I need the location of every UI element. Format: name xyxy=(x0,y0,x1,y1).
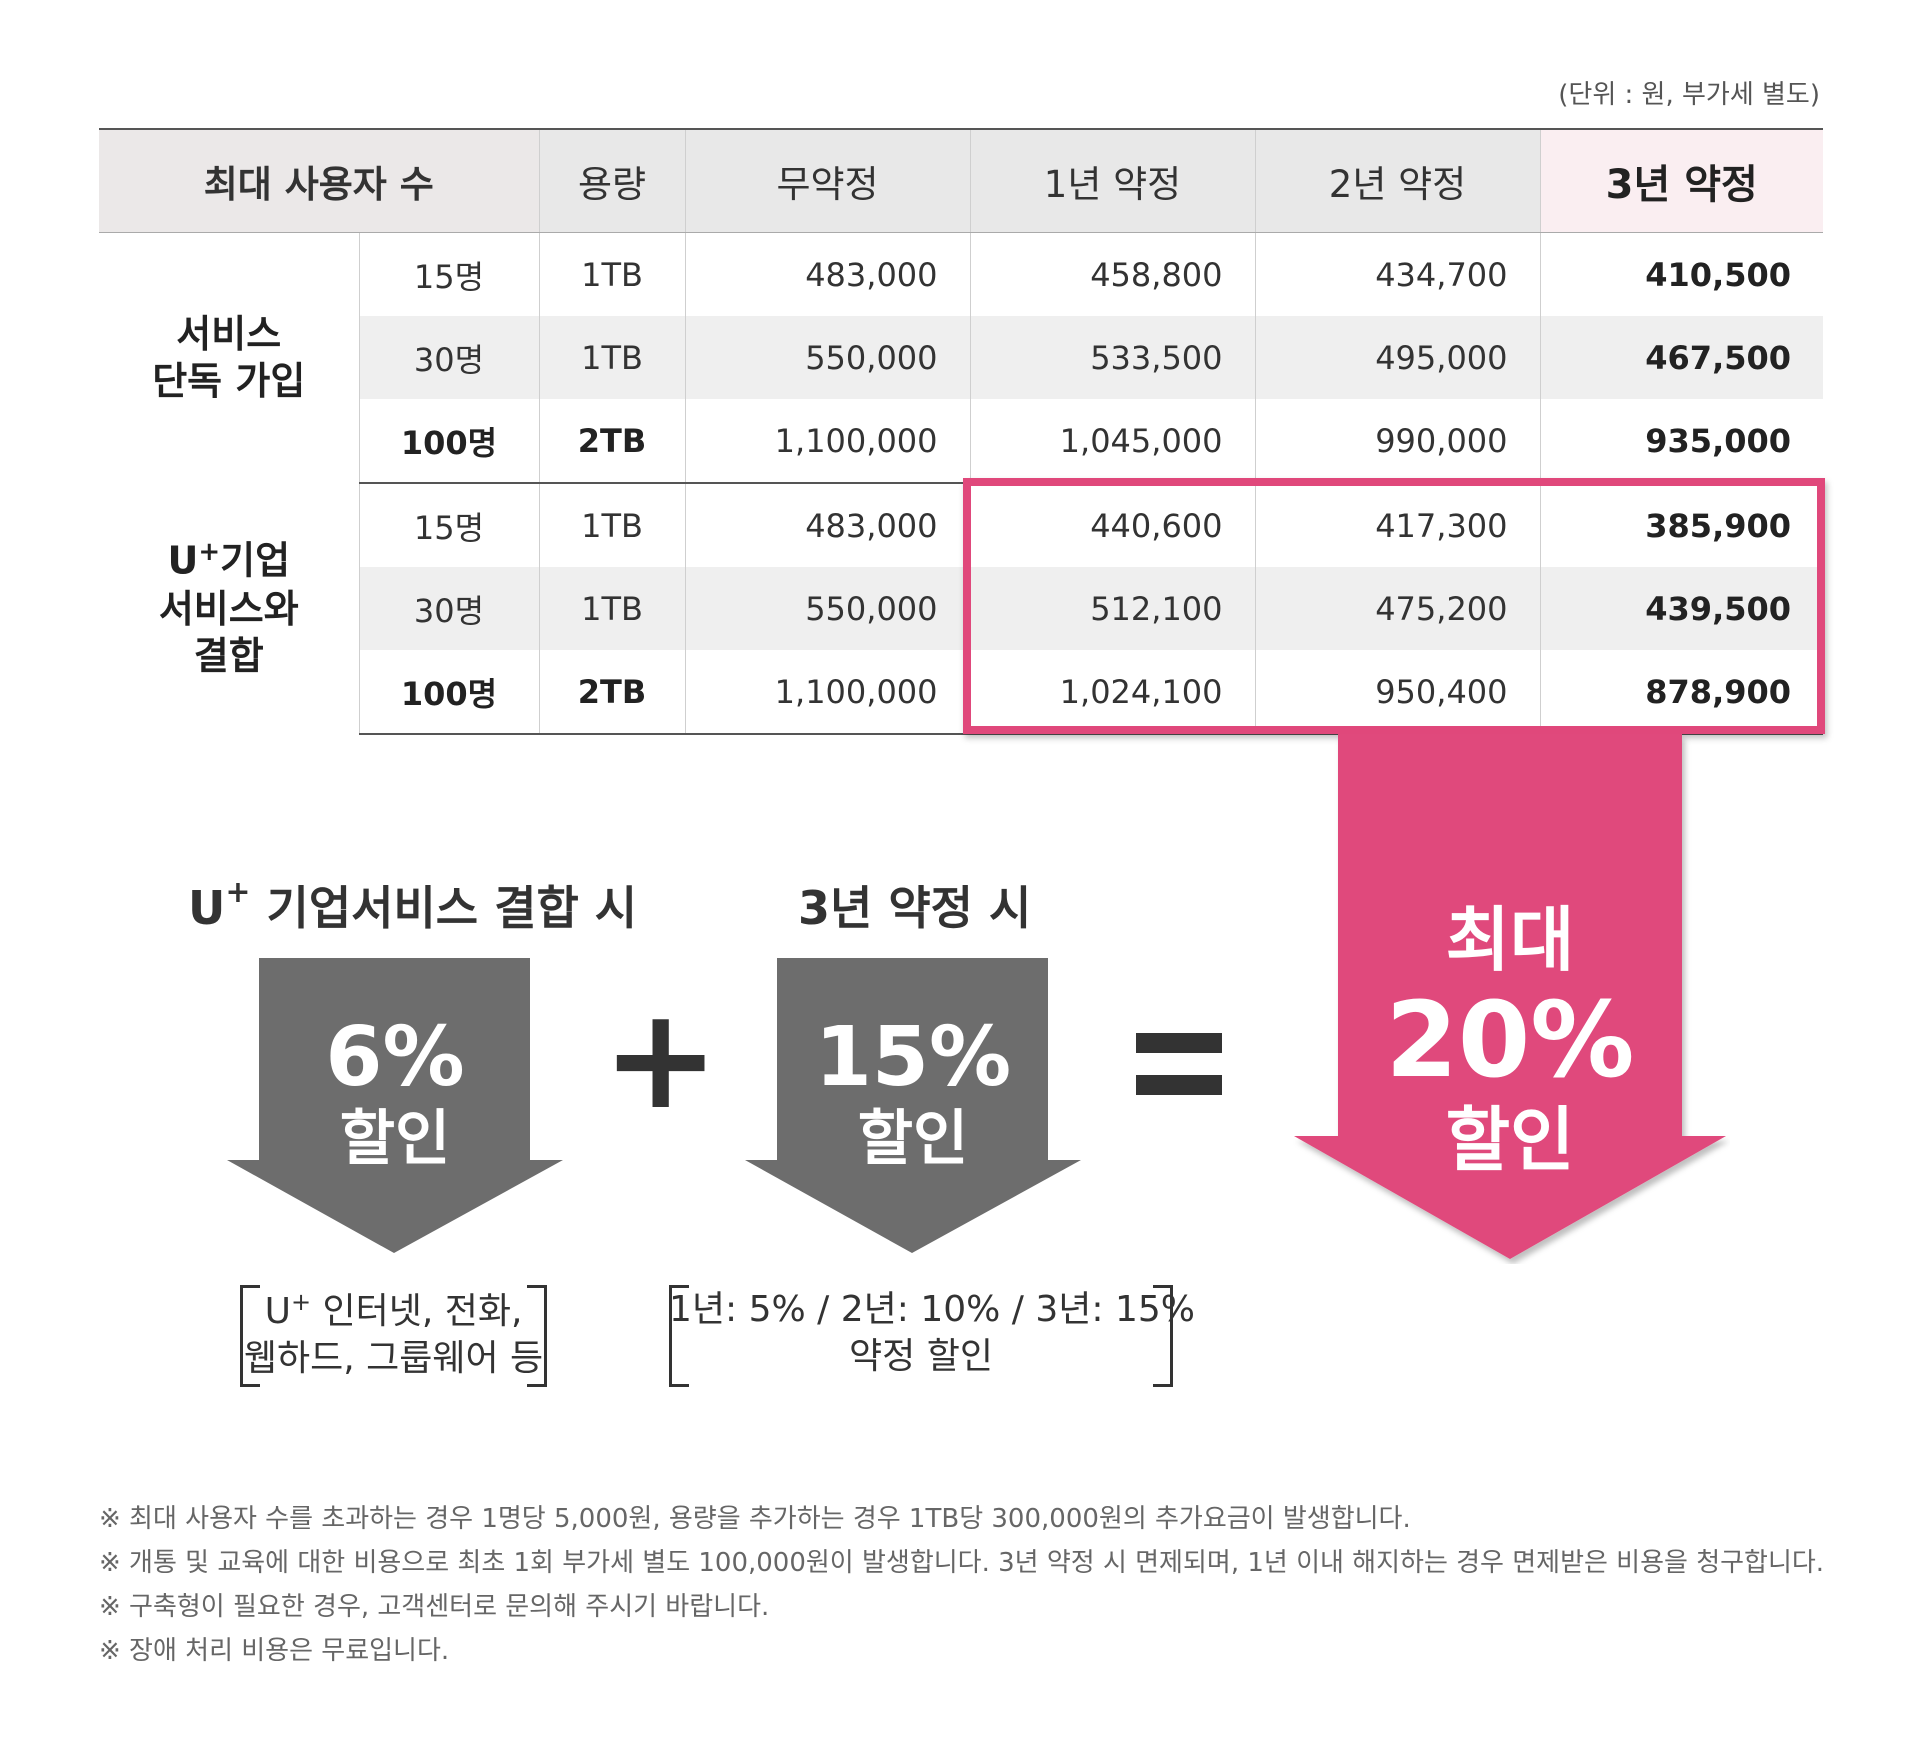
cell-price-3y: 467,500 xyxy=(1539,316,1824,399)
table-row: 서비스 단독 가입 15명 1TB 483,000 458,800 434,70… xyxy=(99,232,1824,483)
cell-users: 15명 xyxy=(358,483,540,567)
footnote: ※ 구축형이 필요한 경우, 고객센터로 문의해 주시기 바랍니다. xyxy=(99,1592,770,1622)
bundle-note-u: U xyxy=(264,1291,291,1332)
footnotes: ※ 최대 사용자 수를 초과하는 경우 1명당 5,000원, 용량을 추가하는… xyxy=(99,1497,1824,1673)
contract-discount-percent: 15% xyxy=(814,1010,1012,1105)
equals-sign: = xyxy=(1136,1033,1222,1095)
price-table: 최대 사용자 수 용량 무약정 1년 약정 2년 약정 3년 약정 서비스 단독… xyxy=(99,128,1824,735)
cell-price-none: 1,100,000 xyxy=(684,650,971,735)
header-2year: 2년 약정 xyxy=(1254,128,1541,233)
group-label-bundle: U+기업 서비스와 결합 xyxy=(99,483,360,734)
cell-price-2y: 434,700 xyxy=(1254,232,1541,316)
contract-note-line1: 1년: 5% / 2년: 10% / 3년: 15% xyxy=(669,1289,1195,1330)
cell-price-2y: 950,400 xyxy=(1254,650,1541,735)
group-label-line: 기업 xyxy=(220,539,291,584)
cell-price-none: 550,000 xyxy=(684,316,971,399)
max-discount-label: 할인 xyxy=(1445,1099,1575,1181)
cell-price-1y: 533,500 xyxy=(969,316,1256,399)
header-capacity: 용량 xyxy=(538,128,686,233)
bundle-discount-highlight-box xyxy=(963,478,1825,734)
bundle-note-bracket-left xyxy=(240,1285,260,1387)
contract-caption: 3년 약정 시 xyxy=(798,881,1032,935)
header-max-users: 최대 사용자 수 xyxy=(99,128,540,233)
cell-price-3y: 439,500 xyxy=(1539,567,1824,650)
footnote: ※ 최대 사용자 수를 초과하는 경우 1명당 5,000원, 용량을 추가하는… xyxy=(99,1504,1411,1534)
bundle-note-line2: 웹하드, 그룹웨어 등 xyxy=(243,1337,544,1379)
cell-capacity: 1TB xyxy=(538,567,686,650)
cell-users: 15명 xyxy=(358,232,540,316)
cell-price-1y: 1,045,000 xyxy=(969,399,1256,484)
cell-price-2y: 475,200 xyxy=(1254,567,1541,650)
cell-capacity: 1TB xyxy=(538,483,686,567)
contract-discount-arrow xyxy=(745,958,1081,1253)
table-header-row: 최대 사용자 수 용량 무약정 1년 약정 2년 약정 3년 약정 xyxy=(99,128,1824,233)
contract-discount-text: 15% 할인 xyxy=(743,1010,1083,1175)
bundle-discount-arrow xyxy=(227,958,563,1253)
cell-price-none: 1,100,000 xyxy=(684,399,971,484)
contract-discount-label: 할인 xyxy=(857,1104,969,1174)
cell-price-none: 483,000 xyxy=(684,232,971,316)
cell-users: 100명 xyxy=(358,650,540,735)
bundle-note-plus: + xyxy=(290,1288,312,1316)
cell-price-2y: 495,000 xyxy=(1254,316,1541,399)
bundle-caption-u: U xyxy=(188,881,226,935)
table-row: 100명 2TB 1,100,000 1,045,000 990,000 935… xyxy=(99,399,1824,484)
bundle-discount-label: 할인 xyxy=(339,1104,451,1174)
group-label-line: 결합 xyxy=(193,634,264,679)
max-discount-percent: 20% xyxy=(1385,979,1635,1101)
plus-sign: + xyxy=(602,978,720,1141)
table-row: 100명 2TB 1,100,000 1,024,100 950,400 878… xyxy=(99,650,1824,735)
bundle-discount-percent: 6% xyxy=(325,1010,465,1105)
footnote: ※ 장애 처리 비용은 무료입니다. xyxy=(99,1636,450,1666)
cell-capacity: 2TB xyxy=(538,650,686,735)
header-no-contract: 무약정 xyxy=(684,128,971,233)
footnote: ※ 개통 및 교육에 대한 비용으로 최초 1회 부가세 별도 100,000원… xyxy=(99,1548,1825,1578)
contract-note-bracket-right xyxy=(1153,1285,1173,1387)
bundle-note-bracket-right xyxy=(527,1285,547,1387)
group-label-plus: + xyxy=(198,537,221,568)
cell-users: 100명 xyxy=(358,399,540,484)
table-row: U+기업 서비스와 결합 15명 1TB 483,000 440,600 417… xyxy=(99,483,1824,734)
contract-note: 1년: 5% / 2년: 10% / 3년: 15% 약정 할인 xyxy=(669,1287,1195,1381)
table-row: 30명 1TB 550,000 533,500 495,000 467,500 xyxy=(99,316,1824,399)
max-discount-top: 최대 xyxy=(1445,899,1575,981)
bundle-caption-rest: 기업서비스 결합 시 xyxy=(250,881,638,935)
group-label-standalone: 서비스 단독 가입 xyxy=(99,232,360,483)
cell-price-none: 483,000 xyxy=(684,483,971,567)
cell-price-2y: 417,300 xyxy=(1254,483,1541,567)
cell-price-1y: 1,024,100 xyxy=(969,650,1256,735)
unit-note: (단위 : 원, 부가세 별도) xyxy=(1558,80,1820,110)
header-3year: 3년 약정 xyxy=(1539,128,1824,233)
cell-users: 30명 xyxy=(358,567,540,650)
table-row: 30명 1TB 550,000 512,100 475,200 439,500 xyxy=(99,567,1824,650)
bundle-note: U+ 인터넷, 전화, 웹하드, 그룹웨어 등 xyxy=(240,1287,547,1383)
cell-price-1y: 512,100 xyxy=(969,567,1256,650)
group-label-line: 서비스와 xyxy=(158,586,299,631)
cell-price-2y: 990,000 xyxy=(1254,399,1541,484)
equals-bar-bottom xyxy=(1136,1075,1222,1095)
group-label-line: 단독 가입 xyxy=(152,359,306,403)
max-discount-arrow xyxy=(1294,734,1726,1259)
cell-price-1y: 440,600 xyxy=(969,483,1256,567)
contract-note-line2: 약정 할인 xyxy=(849,1335,993,1377)
group-label-line: U xyxy=(167,539,199,584)
cell-capacity: 1TB xyxy=(538,316,686,399)
bundle-caption: U+ 기업서비스 결합 시 xyxy=(188,872,637,938)
cell-price-none: 550,000 xyxy=(684,567,971,650)
cell-price-3y: 385,900 xyxy=(1539,483,1824,567)
equals-bar-top xyxy=(1136,1033,1222,1053)
group-label-line: 서비스 xyxy=(176,311,282,356)
bundle-discount-text: 6% 할인 xyxy=(225,1010,565,1175)
cell-capacity: 1TB xyxy=(538,232,686,316)
cell-capacity: 2TB xyxy=(538,399,686,484)
cell-price-1y: 458,800 xyxy=(969,232,1256,316)
bundle-note-line1: 인터넷, 전화, xyxy=(311,1291,523,1332)
cell-users: 30명 xyxy=(358,316,540,399)
header-1year: 1년 약정 xyxy=(969,128,1256,233)
cell-price-3y: 935,000 xyxy=(1539,399,1824,484)
max-discount-text: 최대 20% 할인 xyxy=(1290,900,1730,1180)
bundle-caption-plus: + xyxy=(225,874,251,910)
cell-price-3y: 410,500 xyxy=(1539,232,1824,316)
contract-note-bracket-left xyxy=(669,1285,689,1387)
